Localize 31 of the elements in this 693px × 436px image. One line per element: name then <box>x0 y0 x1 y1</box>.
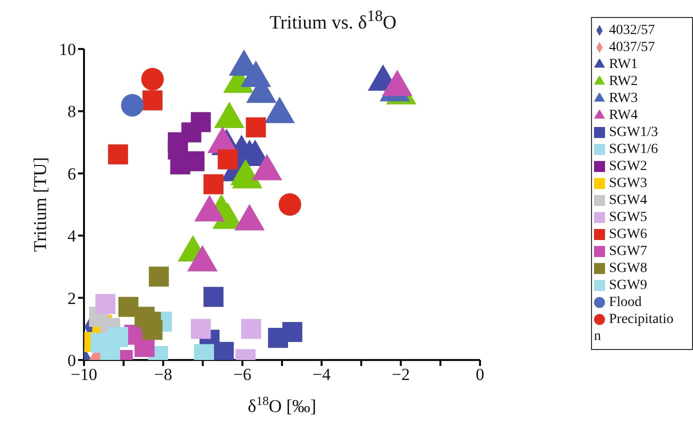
legend-label: SGW4 <box>609 193 648 208</box>
legend-label: SGW5 <box>609 210 648 225</box>
legend-label: RW4 <box>609 108 638 123</box>
y-axis-title: Tritium [TU] <box>30 157 50 252</box>
legend-label: SGW1/3 <box>609 125 658 140</box>
legend-label: RW2 <box>609 74 638 89</box>
y-tick-label: 10 <box>59 40 76 60</box>
legend-label: SGW2 <box>609 159 648 174</box>
y-tick-label: 6 <box>68 164 76 184</box>
x-tick-label: −4 <box>312 365 332 384</box>
chart-title: Tritium vs. δ$^{18}$O <box>268 8 398 34</box>
legend-label: SGW8 <box>609 261 648 276</box>
legend-label: SGW9 <box>609 278 648 293</box>
y-tick-label: 8 <box>68 102 76 122</box>
legend-label: Flood <box>609 295 642 310</box>
legend-label: RW1 <box>609 57 638 72</box>
x-tick-label: 0 <box>476 365 484 384</box>
legend-label: SGW1/6 <box>609 142 658 157</box>
legend-label: SGW6 <box>609 227 648 242</box>
y-tick-label: 2 <box>68 288 76 308</box>
y-tick-label: 4 <box>68 226 76 246</box>
legend-label: RW3 <box>609 91 638 106</box>
x-tick-label: −2 <box>392 365 410 384</box>
legend-label: SGW3 <box>609 176 648 191</box>
legend-label: 4037/57 <box>609 40 655 55</box>
legend-label: SGW7 <box>609 244 648 259</box>
x-axis-title: δ$^{18}$O [‰] <box>248 394 316 416</box>
x-tick-label: −8 <box>154 365 172 384</box>
legend-label: 4032/57 <box>609 23 655 38</box>
x-tick-label: −6 <box>233 365 252 384</box>
legend-label: Precipitation <box>594 312 674 344</box>
